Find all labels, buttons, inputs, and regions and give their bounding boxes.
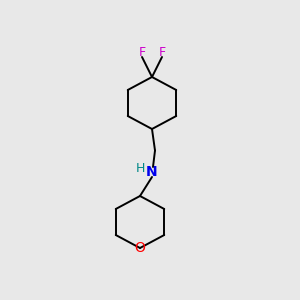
Text: H: H: [135, 161, 145, 175]
Text: F: F: [158, 46, 166, 59]
Text: F: F: [138, 46, 146, 59]
Text: O: O: [135, 241, 146, 255]
Text: N: N: [146, 165, 158, 179]
